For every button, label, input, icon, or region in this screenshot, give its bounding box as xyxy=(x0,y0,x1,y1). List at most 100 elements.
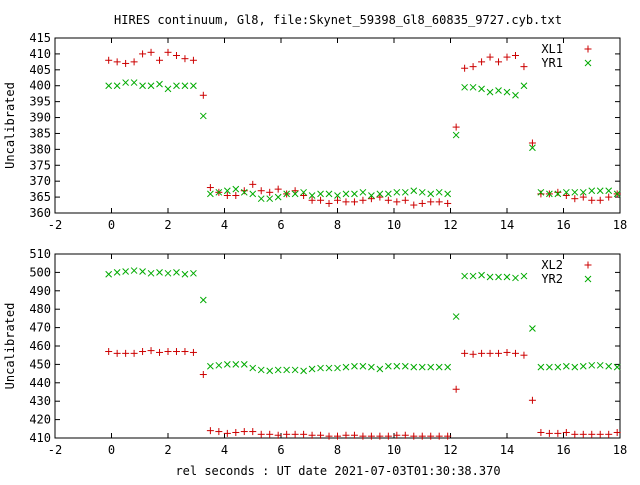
data-point xyxy=(384,362,392,370)
data-point xyxy=(393,362,401,370)
data-point xyxy=(512,91,519,99)
data-point-b xyxy=(308,365,316,373)
data-point xyxy=(435,432,443,440)
legend-label: XL2 xyxy=(541,258,563,272)
data-point xyxy=(435,188,443,196)
data-point-b xyxy=(240,188,248,196)
data-point-b xyxy=(613,190,621,198)
y-tick-label: 385 xyxy=(29,126,51,140)
data-point xyxy=(223,361,231,368)
data-point xyxy=(199,112,207,120)
data-point xyxy=(215,428,223,436)
data-point xyxy=(249,180,257,188)
y-tick-label: 415 xyxy=(29,31,51,45)
y-tick-label: 510 xyxy=(29,247,51,261)
series-yr2 xyxy=(105,267,621,375)
data-point xyxy=(520,63,528,71)
data-point-b xyxy=(122,268,129,275)
y-tick-label: 390 xyxy=(29,111,51,125)
data-point xyxy=(444,432,452,440)
data-point xyxy=(596,430,604,438)
data-point xyxy=(342,363,350,371)
data-point xyxy=(130,267,138,274)
data-point xyxy=(571,188,579,196)
data-point xyxy=(368,363,375,371)
data-point-b xyxy=(571,363,579,371)
data-point-b xyxy=(215,361,223,369)
data-point-b xyxy=(207,190,214,198)
data-point xyxy=(376,190,384,198)
data-point-b xyxy=(571,188,579,196)
data-point-b xyxy=(520,82,528,90)
x-tick-label: 16 xyxy=(556,443,570,457)
data-point-b xyxy=(199,112,207,120)
data-point xyxy=(342,198,350,206)
data-point xyxy=(308,365,316,373)
data-point xyxy=(401,431,409,439)
data-point xyxy=(223,429,231,437)
data-point-b xyxy=(308,192,316,199)
data-point xyxy=(249,428,257,436)
data-point xyxy=(461,272,468,280)
data-point-b xyxy=(232,185,240,193)
data-point-b xyxy=(164,85,172,93)
data-point-b xyxy=(139,82,146,90)
data-point xyxy=(418,363,426,371)
data-point-b xyxy=(486,88,494,96)
data-point-b xyxy=(351,362,358,370)
data-point xyxy=(452,131,460,139)
data-point xyxy=(350,431,358,439)
data-point-b xyxy=(156,269,163,276)
data-point-b xyxy=(368,192,375,199)
data-point xyxy=(325,432,333,440)
y-tick-label: 470 xyxy=(29,321,51,335)
data-point xyxy=(274,185,282,193)
data-point-b xyxy=(546,363,553,371)
data-point-b xyxy=(562,188,570,196)
data-point-b xyxy=(503,88,511,96)
x-tick-label: 18 xyxy=(613,443,627,457)
y-tick-label: 440 xyxy=(29,376,51,390)
data-point xyxy=(418,199,426,207)
data-point xyxy=(249,364,257,372)
data-point xyxy=(113,82,121,90)
data-point xyxy=(266,188,274,196)
data-point xyxy=(283,366,291,374)
data-point xyxy=(410,187,418,195)
data-point xyxy=(189,348,197,356)
data-point xyxy=(503,88,511,96)
data-point xyxy=(605,193,613,201)
data-point xyxy=(579,430,587,438)
data-point-b xyxy=(266,195,274,203)
data-point xyxy=(478,85,485,93)
data-point xyxy=(427,432,435,440)
data-point-b xyxy=(130,79,138,86)
data-point xyxy=(546,363,553,371)
data-point xyxy=(486,53,494,61)
data-point-b xyxy=(376,190,384,198)
data-point xyxy=(350,198,358,206)
data-point-b xyxy=(190,269,197,277)
data-point-b xyxy=(478,85,485,93)
data-point-b xyxy=(257,366,265,374)
x-tick-label: 2 xyxy=(164,218,171,232)
data-point xyxy=(554,363,562,371)
data-point-b xyxy=(562,362,570,370)
data-point xyxy=(469,83,477,91)
data-point xyxy=(410,201,418,209)
data-point xyxy=(130,349,138,357)
x-tick-label: 10 xyxy=(387,443,401,457)
data-point xyxy=(351,190,358,198)
data-point-b xyxy=(435,363,443,371)
data-point xyxy=(486,88,494,96)
data-point-b xyxy=(588,187,596,195)
data-point-b xyxy=(461,83,468,91)
data-point xyxy=(359,432,367,440)
data-point xyxy=(367,195,375,203)
data-point-b xyxy=(274,366,282,374)
data-point-b xyxy=(249,190,257,198)
x-tick-label: 14 xyxy=(500,218,514,232)
